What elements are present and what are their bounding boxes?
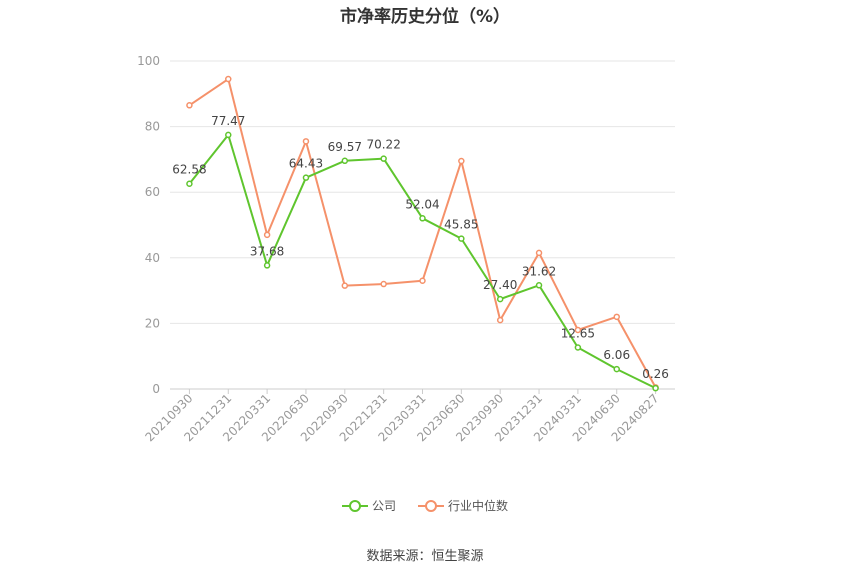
legend-item-industry-median[interactable]: 行业中位数 xyxy=(418,497,508,514)
data-label-company: 45.85 xyxy=(444,218,478,232)
data-label-company: 62.58 xyxy=(172,163,206,177)
legend-marker-company xyxy=(341,499,368,512)
data-point-company xyxy=(419,215,426,222)
data-point-industry-median xyxy=(535,249,543,257)
data-point-industry-median xyxy=(263,231,271,239)
legend-item-company[interactable]: 公司 xyxy=(341,497,396,514)
data-point-industry-median xyxy=(458,157,465,165)
data-label-company: 69.57 xyxy=(328,140,362,154)
chart-title: 市净率历史分位（%） xyxy=(339,7,511,27)
data-point-industry-median xyxy=(496,316,504,324)
y-tick-label: 20 xyxy=(145,316,160,330)
data-point-company xyxy=(186,180,193,187)
legend: 公司 行业中位数 xyxy=(0,497,850,514)
legend-label-company: 公司 xyxy=(371,499,396,513)
data-point-industry-median xyxy=(186,102,193,109)
data-label-company: 64.43 xyxy=(289,157,323,171)
data-point-industry-median xyxy=(574,326,582,334)
data-label-company: 77.47 xyxy=(211,114,245,128)
data-point-company xyxy=(380,155,387,162)
data-label-company: 70.22 xyxy=(366,138,400,152)
data-label-company: 12.65 xyxy=(561,327,595,341)
series-line-company xyxy=(188,133,657,390)
data-point-industry-median xyxy=(225,75,232,83)
y-tick-label: 80 xyxy=(145,120,160,134)
data-label-company: 6.06 xyxy=(603,348,630,362)
data-label-company: 37.68 xyxy=(250,244,284,258)
data-point-industry-median xyxy=(302,138,310,145)
y-tick-label: 100 xyxy=(137,54,160,68)
data-point-industry-median xyxy=(341,282,349,289)
data-label-company: 31.62 xyxy=(522,264,556,278)
y-tick-label: 60 xyxy=(145,185,160,199)
source-note: 数据来源：恒生聚源 xyxy=(366,549,484,564)
data-point-company xyxy=(225,131,232,139)
data-point-company xyxy=(613,365,620,373)
data-point-company xyxy=(496,295,504,303)
data-point-company xyxy=(574,344,582,351)
legend-label-industry-median: 行业中位数 xyxy=(448,499,509,513)
y-tick-label: 0 xyxy=(152,382,160,396)
data-label-company: 27.40 xyxy=(483,278,517,292)
series-line-industry-median xyxy=(188,78,657,388)
y-tick-label: 40 xyxy=(145,251,160,265)
data-point-company xyxy=(263,262,271,269)
data-point-company xyxy=(302,174,310,181)
data-point-company xyxy=(341,157,349,165)
data-point-industry-median xyxy=(419,277,426,285)
data-point-company xyxy=(458,235,465,242)
data-point-company xyxy=(652,384,659,392)
data-point-company xyxy=(535,282,543,289)
data-label-company: 52.04 xyxy=(405,197,439,211)
data-label-company: 0.26 xyxy=(642,367,669,381)
data-point-industry-median xyxy=(613,313,620,321)
data-point-industry-median xyxy=(380,280,387,288)
legend-marker-industry-median xyxy=(418,499,444,512)
